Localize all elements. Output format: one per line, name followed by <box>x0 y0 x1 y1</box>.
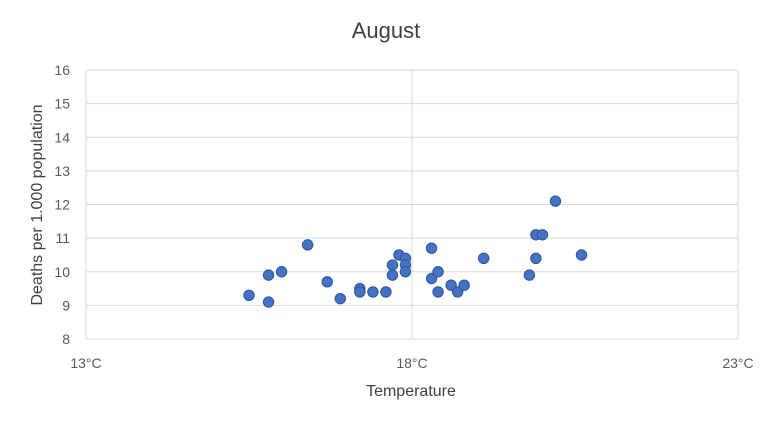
scatter-point <box>530 252 542 264</box>
scatter-point <box>354 286 366 298</box>
y-axis-tick-labels: 8 9 10 11 12 13 14 15 16 <box>54 62 70 347</box>
chart-title: August <box>352 18 421 43</box>
scatter-point <box>386 269 399 281</box>
y-tick-label: 15 <box>54 96 70 112</box>
scatter-point <box>380 286 392 298</box>
x-tick-label: 23°C <box>722 355 753 371</box>
data-points <box>243 195 588 308</box>
y-axis-title: Deaths per 1.000 population <box>29 104 46 305</box>
x-tick-label: 18°C <box>396 355 427 371</box>
y-tick-label: 14 <box>54 129 70 145</box>
y-tick-label: 9 <box>62 297 70 313</box>
x-axis-title: Temperature <box>366 383 456 400</box>
scatter-point <box>399 266 412 278</box>
scatter-point <box>549 195 562 207</box>
scatter-point <box>262 296 275 308</box>
x-axis-tick-labels: 13°C 18°C 23°C <box>70 355 753 371</box>
scatter-point <box>432 266 444 278</box>
grid-lines <box>85 69 739 340</box>
scatter-point <box>367 286 379 298</box>
scatter-point <box>301 239 314 251</box>
y-tick-label: 11 <box>55 230 70 246</box>
scatter-point <box>575 249 588 261</box>
scatter-point <box>425 242 438 254</box>
scatter-point <box>386 259 399 271</box>
y-tick-label: 8 <box>62 331 70 347</box>
scatter-point <box>523 269 536 281</box>
y-tick-label: 12 <box>54 197 70 213</box>
y-tick-label: 10 <box>54 264 70 280</box>
scatter-point <box>478 252 490 264</box>
scatter-point <box>262 269 275 281</box>
scatter-point <box>275 266 288 278</box>
scatter-point <box>321 276 333 288</box>
scatter-point <box>536 229 549 241</box>
scatter-point <box>334 292 346 305</box>
y-tick-label: 13 <box>54 163 70 179</box>
x-tick-label: 13°C <box>70 355 101 371</box>
scatter-point <box>458 279 470 291</box>
scatter-point <box>243 289 255 301</box>
scatter-point <box>432 286 444 298</box>
y-tick-label: 16 <box>54 62 70 78</box>
